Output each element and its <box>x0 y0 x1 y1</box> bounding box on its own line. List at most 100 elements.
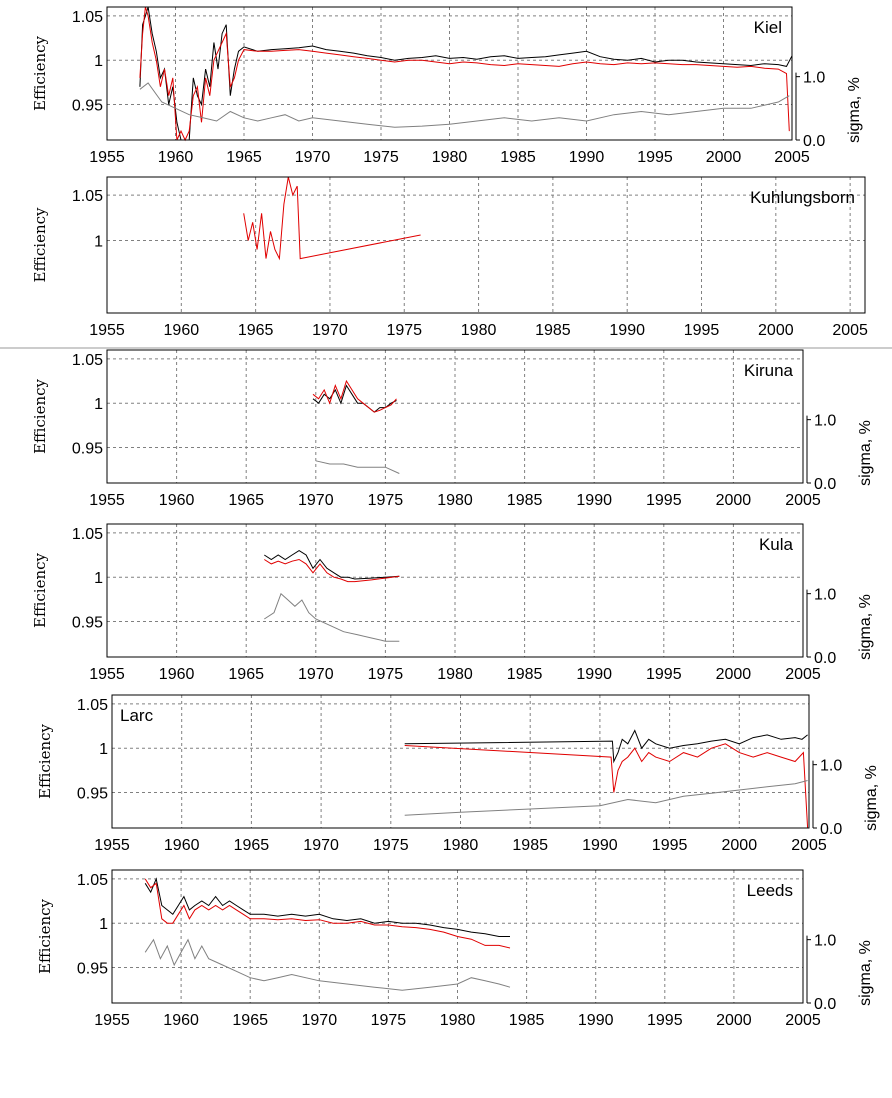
series-line-gray <box>139 82 790 128</box>
x-tick-label: 2000 <box>706 149 742 166</box>
x-tick-label: 2005 <box>791 837 827 854</box>
y-tick-label: 0.95 <box>72 441 103 458</box>
x-tick-label: 1960 <box>159 666 195 683</box>
x-tick-label: 1965 <box>234 837 270 854</box>
y-tick-label: 1 <box>99 741 108 758</box>
x-tick-label: 1970 <box>295 149 331 166</box>
sigma-tick-label: 1.0 <box>814 933 836 950</box>
x-tick-label: 1980 <box>443 837 479 854</box>
panel-kiruna: 1955 1960 1965 1970 1975 1980 1985 1990 1995 2000… <box>31 349 874 509</box>
plot-frame <box>111 694 810 829</box>
series-line-black <box>144 877 510 937</box>
x-tick-label: 1975 <box>371 1012 407 1029</box>
x-tick-label: 1955 <box>89 322 125 339</box>
x-tick-label: 1995 <box>647 1012 683 1029</box>
y-axis-label: Efficiency <box>31 35 49 111</box>
x-tick-label: 1975 <box>386 322 422 339</box>
series-line-red <box>243 176 421 261</box>
x-tick-label: 1990 <box>569 149 605 166</box>
x-tick-label: 1985 <box>512 837 548 854</box>
y-tick-label: 1 <box>94 396 103 413</box>
x-tick-label: 1980 <box>437 666 473 683</box>
y-axis-label: Efficiency <box>31 207 49 283</box>
sigma-axis-label: sigma, % <box>857 594 874 660</box>
x-tick-label: 1990 <box>576 666 612 683</box>
y-tick-label: 1 <box>94 53 103 70</box>
x-tick-label: 1970 <box>312 322 348 339</box>
sigma-tick-label: 1.0 <box>814 587 836 604</box>
sigma-axis-label: sigma, % <box>846 77 863 143</box>
y-tick-label: 0.95 <box>72 98 103 115</box>
x-tick-label: 1970 <box>298 666 334 683</box>
x-tick-label: 1975 <box>363 149 399 166</box>
x-tick-label: 1965 <box>226 149 262 166</box>
sigma-tick-label: 1.0 <box>803 70 825 87</box>
x-tick-label: 2005 <box>785 666 821 683</box>
y-tick-label: 1 <box>94 233 103 250</box>
series-line-gray <box>264 592 400 642</box>
panel-kuhlungsborn: 1955 1960 1965 1970 1975 1980 1985 1990 1995 2000… <box>31 176 868 339</box>
series-line-red <box>139 6 790 142</box>
x-tick-label: 1975 <box>368 492 404 509</box>
y-tick-label: 1.05 <box>72 526 103 543</box>
x-tick-label: 2005 <box>832 322 868 339</box>
x-tick-label: 1985 <box>507 492 543 509</box>
x-tick-label: 1995 <box>652 837 688 854</box>
y-axis-label: Efficiency <box>31 552 49 628</box>
x-tick-label: 1995 <box>646 666 682 683</box>
x-tick-label: 1975 <box>373 837 409 854</box>
station-label: Larc <box>120 706 154 725</box>
station-label: Kula <box>759 535 794 554</box>
x-tick-label: 2000 <box>722 837 758 854</box>
sigma-axis-label: sigma, % <box>857 940 874 1006</box>
plot-frame <box>111 869 804 1004</box>
x-tick-label: 1990 <box>609 322 645 339</box>
series-line-black <box>264 550 400 580</box>
x-tick-label: 1965 <box>238 322 274 339</box>
x-tick-label: 1990 <box>576 492 612 509</box>
y-tick-label: 0.95 <box>72 615 103 632</box>
panel-larc: 1955 1960 1965 1970 1975 1980 1985 1990 1995 2000… <box>36 694 880 854</box>
x-tick-label: 1985 <box>507 666 543 683</box>
station-label: Kuhlungsborn <box>750 188 855 207</box>
sigma-tick-label: 1.0 <box>820 758 842 775</box>
sigma-tick-label: 0.0 <box>814 996 836 1013</box>
x-tick-label: 1960 <box>164 837 200 854</box>
x-tick-label: 1995 <box>637 149 673 166</box>
x-tick-label: 1965 <box>232 1012 268 1029</box>
x-tick-label: 2000 <box>716 1012 752 1029</box>
x-tick-label: 2005 <box>785 1012 821 1029</box>
x-tick-label: 1955 <box>89 492 125 509</box>
x-tick-label: 2005 <box>785 492 821 509</box>
y-axis-label: Efficiency <box>31 378 49 454</box>
plot-frame <box>106 523 804 658</box>
station-label: Kiel <box>754 18 782 37</box>
x-tick-label: 1965 <box>228 492 264 509</box>
x-tick-label: 1970 <box>302 1012 338 1029</box>
y-tick-label: 0.95 <box>77 786 108 803</box>
series-line-gray <box>144 938 511 991</box>
x-tick-label: 1960 <box>163 1012 199 1029</box>
y-axis-label: Efficiency <box>36 898 54 974</box>
station-label: Kiruna <box>744 361 794 380</box>
series-line-gray <box>404 780 808 816</box>
x-tick-label: 1975 <box>368 666 404 683</box>
x-tick-label: 2000 <box>758 322 794 339</box>
plot-frame <box>106 349 804 484</box>
panel-kula: 1955 1960 1965 1970 1975 1980 1985 1990 1995 2000… <box>31 523 874 683</box>
y-axis-label: Efficiency <box>36 723 54 799</box>
series-line-black <box>404 729 808 764</box>
x-tick-label: 1955 <box>94 837 130 854</box>
x-tick-label: 2000 <box>716 492 752 509</box>
x-tick-label: 1990 <box>582 837 618 854</box>
x-tick-label: 1980 <box>432 149 468 166</box>
series-line-red <box>404 743 809 829</box>
sigma-axis-label: sigma, % <box>863 765 880 831</box>
y-tick-label: 0.95 <box>77 961 108 978</box>
x-tick-label: 1970 <box>298 492 334 509</box>
plot-frame <box>106 176 866 314</box>
panel-kiel: 1955 1960 1965 1970 1975 1980 1985 1990 1995 2000… <box>31 6 863 166</box>
x-tick-label: 1980 <box>440 1012 476 1029</box>
series-line-gray <box>315 460 400 474</box>
